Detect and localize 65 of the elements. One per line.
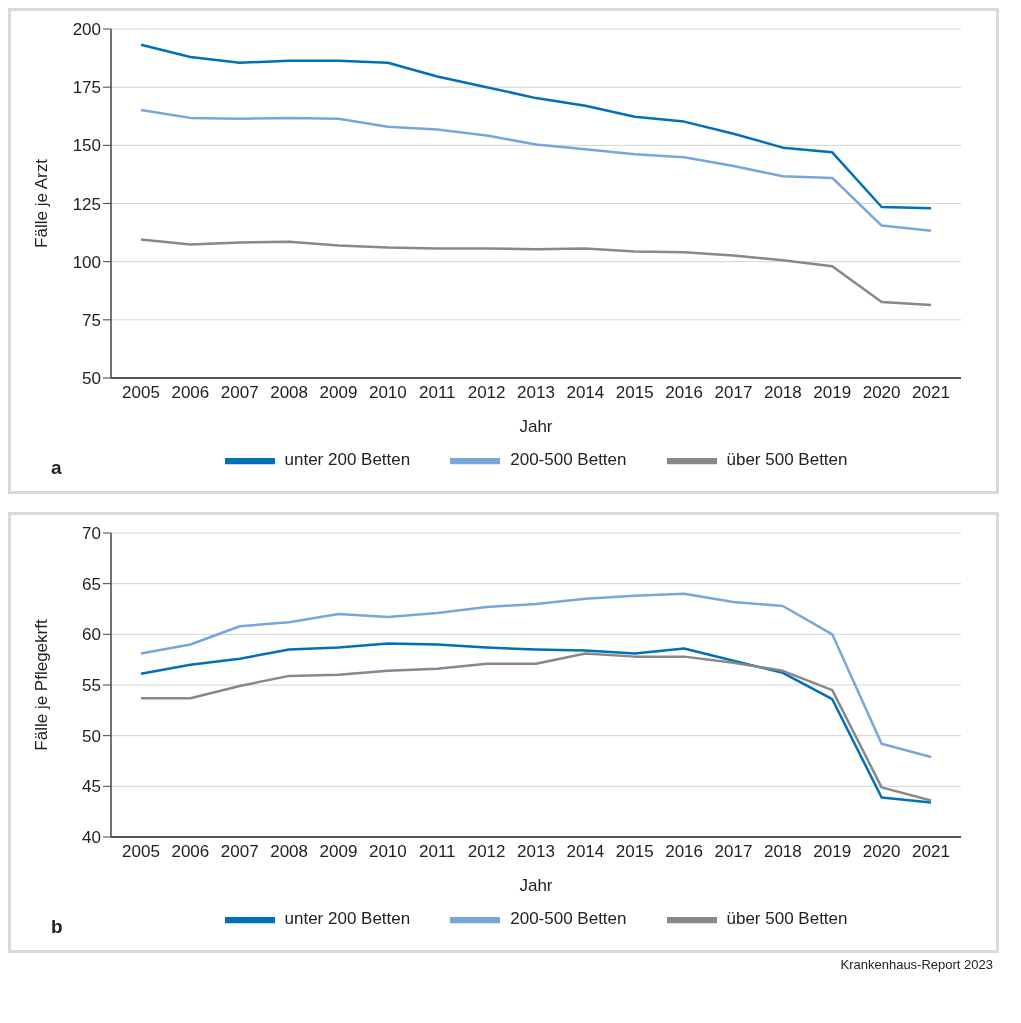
y-tick-label: 55 [82,676,101,696]
x-tick-label: 2020 [862,842,901,862]
text: a [51,457,62,479]
x-tick-label: 2018 [763,842,802,862]
x-tick-label: 2012 [467,383,506,403]
x-tick-label: 2011 [418,842,456,862]
x-tick-label: 2010 [368,383,407,403]
y-tick-label: 40 [82,828,101,848]
x-axis-title: Jahr [519,876,553,895]
x-tick-label: 2005 [122,842,160,862]
y-tick-label: 50 [82,726,101,746]
x-tick-label: 2013 [517,383,555,403]
legend-label: über 500 Betten [726,909,848,929]
x-tick-label: 2006 [171,842,210,862]
x-tick-label: 2021 [912,842,950,862]
text: b [51,916,63,938]
x-tick-label: 2014 [566,383,605,403]
legend-label: unter 200 Betten [284,450,411,470]
y-tick-label: 175 [72,78,101,98]
x-tick-label: 2016 [665,842,704,862]
x-tick-label: 2012 [467,842,506,862]
x-tick-label: 2015 [615,383,654,403]
x-tick-label: 2016 [665,383,704,403]
y-tick-label: 200 [72,20,101,40]
x-tick-label: 2015 [615,842,654,862]
x-tick-label: 2013 [517,842,555,862]
x-tick-label: 2009 [319,383,358,403]
y-tick-label: 100 [72,252,101,272]
x-tick-label: 2011 [418,383,456,403]
x-tick-label: 2006 [171,383,210,403]
x-tick-label: 2017 [714,842,753,862]
legend-label: 200-500 Betten [510,450,627,470]
x-axis-title: Jahr [519,417,553,436]
x-tick-label: 2021 [912,383,950,403]
y-tick-label: 50 [82,369,101,389]
y-tick-label: 70 [82,524,101,544]
y-axis-title: Fälle je Pflegekrft [32,619,52,751]
legend-label: unter 200 Betten [284,909,411,929]
x-tick-label: 2019 [813,383,852,403]
x-tick-label: 2014 [566,842,605,862]
y-tick-label: 60 [82,625,101,645]
x-tick-label: 2020 [862,383,901,403]
y-tick-label: 65 [82,574,101,594]
legend-label: über 500 Betten [726,450,848,470]
y-tick-label: 125 [72,194,101,214]
line-series [139,43,933,210]
x-tick-label: 2007 [220,383,259,403]
text: Krankenhaus-Report 2023 [839,957,993,972]
y-tick-label: 75 [82,310,101,330]
x-tick-label: 2008 [270,383,309,403]
x-tick-label: 2005 [122,383,160,403]
x-tick-label: 2019 [813,842,852,862]
x-tick-label: 2007 [220,842,259,862]
x-tick-label: 2008 [270,842,309,862]
y-tick-label: 45 [82,777,101,797]
x-tick-label: 2010 [368,842,407,862]
y-tick-label: 150 [72,136,101,156]
x-tick-label: 2018 [763,383,802,403]
line-series [139,238,933,307]
line-series [139,108,933,232]
y-axis-title: Fälle je Arzt [32,158,52,248]
legend-label: 200-500 Betten [510,909,627,929]
x-tick-label: 2017 [714,383,753,403]
line-series [139,592,933,759]
x-tick-label: 2009 [319,842,358,862]
